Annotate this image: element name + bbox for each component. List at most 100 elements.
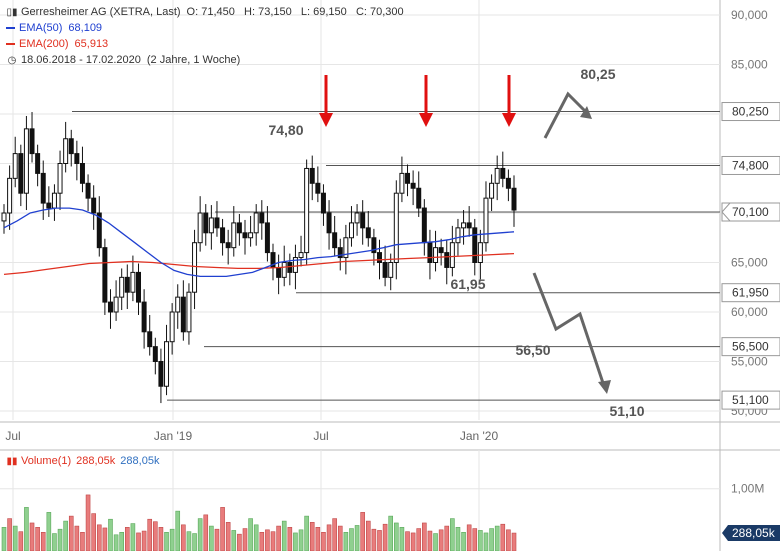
candle-down (46, 202, 52, 209)
volume-bar-down (466, 524, 472, 551)
candle-up (164, 341, 170, 387)
level-axis-box (721, 155, 780, 175)
candle-down (152, 346, 158, 362)
candle-down (276, 266, 282, 278)
candle-down (214, 217, 220, 229)
candle-up (388, 262, 394, 278)
volume-bar-down (444, 525, 450, 551)
volume-bar-up (119, 532, 124, 551)
candle-down (124, 276, 130, 293)
ema50-swatch (6, 27, 15, 29)
candle-up (399, 172, 405, 194)
candle-down (505, 177, 511, 189)
volume-bar-up (52, 533, 57, 551)
volume-bar-down (422, 522, 427, 551)
candle-down (365, 227, 371, 239)
candle-up (477, 242, 483, 263)
candle-down (91, 197, 97, 214)
candle-up (449, 242, 455, 268)
volume-bar-down (96, 524, 102, 551)
candle-up (348, 222, 354, 239)
level-annotation: 61,95 (450, 276, 485, 292)
volume-bar-up (281, 520, 287, 551)
candle-down (287, 262, 293, 273)
candle-down (444, 252, 450, 268)
candle-down (376, 252, 382, 264)
candle-up (281, 262, 287, 278)
candle-up (231, 222, 237, 249)
volume-bar-up (108, 518, 113, 551)
candle-down (332, 232, 338, 249)
candle-up (292, 257, 298, 273)
candle-up (63, 138, 69, 164)
candle-down (35, 153, 41, 174)
ema200-value: 65,913 (74, 38, 109, 50)
candle-up (1, 212, 7, 222)
volume-bar-up (209, 525, 214, 551)
level-axis-label: 74,800 (732, 158, 769, 172)
y-tick-label: 85,000 (731, 58, 768, 72)
volume-bar-down (242, 528, 248, 551)
candle-down (320, 192, 326, 214)
candle-down (438, 247, 444, 254)
volume-bar-up (24, 507, 29, 551)
candle-down (236, 222, 242, 234)
candle-up (23, 128, 29, 194)
y-tick-label: 55,000 (731, 355, 768, 369)
candle-down (427, 242, 433, 263)
volume-bar-down (136, 532, 141, 551)
candle-up (169, 311, 175, 343)
ema50-value: 68,109 (68, 22, 103, 34)
candle-down (242, 232, 248, 239)
volume-bar-down (147, 518, 153, 551)
level-annotation: 74,80 (268, 122, 303, 138)
candle-down (79, 163, 85, 184)
volume-bar-up (433, 533, 438, 551)
volume-bar-down (35, 527, 40, 551)
volume-bar-up (450, 518, 455, 551)
volume-bar-up (169, 528, 175, 551)
volume-bar-up (186, 531, 192, 551)
candle-down (511, 187, 517, 211)
volume-bar-down (315, 527, 321, 551)
candle-up (186, 291, 192, 333)
volume-label: Volume(1) (21, 455, 72, 467)
volume-bar-up (349, 528, 354, 551)
instrument-header: ▯▮ Gerresheimer AG (XETRA, Last) O: 71,4… (6, 5, 403, 19)
volume-bar-up (461, 532, 466, 551)
volume-bar-up (298, 529, 304, 551)
volume-bar-up (63, 520, 68, 551)
volume-bar-up (231, 530, 237, 551)
candle-up (483, 197, 489, 244)
candle-down (371, 237, 377, 254)
candle-down (102, 247, 108, 303)
volume-bar-up (343, 532, 349, 551)
candle-up (248, 232, 254, 239)
level-axis-box (721, 102, 780, 122)
level-axis-box (721, 337, 780, 357)
candle-down (74, 153, 80, 165)
volume-bar-down (360, 512, 365, 551)
volume-bar-down (371, 528, 377, 551)
volume-bar-up (388, 515, 394, 551)
last-price-box (721, 202, 780, 222)
x-tick-label: Jan '20 (460, 429, 499, 443)
candle-up (455, 227, 461, 244)
volume-bar-up (483, 532, 489, 551)
candle-up (57, 163, 63, 194)
volume-bar-down (500, 523, 506, 551)
volume-bar-down (365, 520, 371, 551)
volume-bar-up (192, 533, 197, 551)
volume-bar-down (259, 532, 265, 551)
level-annotation: 56,50 (515, 342, 550, 358)
volume-bar-up (399, 527, 405, 551)
volume-bar-down (511, 532, 517, 551)
candle-down (500, 167, 506, 179)
candle-down (96, 212, 102, 249)
volume-bar-up (113, 534, 119, 551)
ema200-line (3, 252, 515, 276)
level-annotation: 80,25 (580, 66, 615, 82)
candle-down (466, 222, 472, 229)
volume-last-label: 288,05k (732, 526, 776, 540)
volume-bar-down (382, 523, 388, 551)
